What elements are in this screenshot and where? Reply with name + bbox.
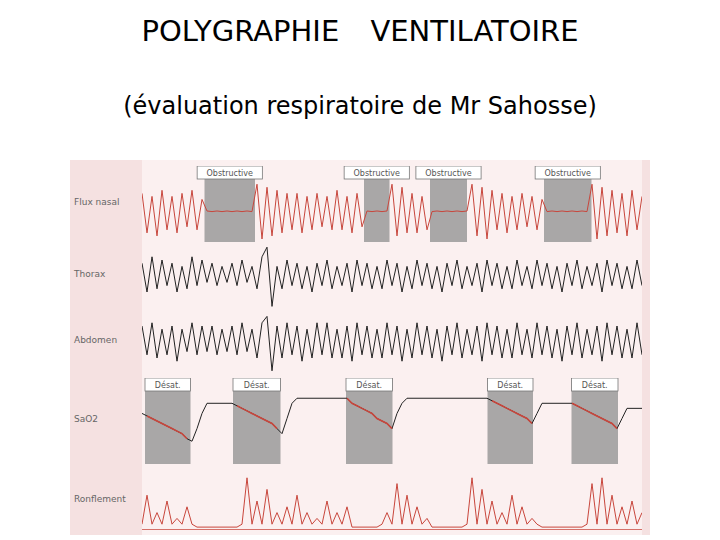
html-text:(évaluation respiratoire de Mr: (évaluation respiratoire de Mr Sahosse) bbox=[123, 92, 597, 120]
svg-text:Désat.: Désat. bbox=[244, 380, 270, 390]
svg-text:Obstructive: Obstructive bbox=[207, 169, 254, 178]
html-text:Abdomen: Abdomen bbox=[74, 335, 118, 345]
html-text:Thorax: Thorax bbox=[74, 269, 106, 279]
html-text:POLYGRAPHIE VENTILATOIRE: POLYGRAPHIE VENTILATOIRE bbox=[141, 14, 579, 48]
html-text:Ronflement: Ronflement bbox=[74, 494, 126, 504]
svg-text:Désat.: Désat. bbox=[582, 380, 608, 390]
svg-text:Désat.: Désat. bbox=[497, 380, 523, 390]
svg-text:Obstructive: Obstructive bbox=[545, 169, 592, 178]
svg-text:Obstructive: Obstructive bbox=[354, 169, 401, 178]
svg-text:Désat.: Désat. bbox=[356, 380, 382, 390]
html-text:Flux nasal: Flux nasal bbox=[74, 197, 120, 207]
svg-text:Obstructive: Obstructive bbox=[425, 169, 472, 178]
html-text:SaO2: SaO2 bbox=[74, 414, 98, 424]
svg-text:Désat.: Désat. bbox=[155, 380, 181, 390]
